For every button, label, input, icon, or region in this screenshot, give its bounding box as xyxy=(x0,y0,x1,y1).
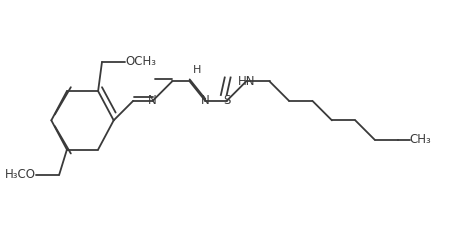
Text: HN: HN xyxy=(237,75,255,88)
Text: S: S xyxy=(223,94,230,107)
Text: H₃CO: H₃CO xyxy=(5,168,36,181)
Text: H: H xyxy=(193,65,202,75)
Text: N: N xyxy=(201,94,210,107)
Text: OCH₃: OCH₃ xyxy=(125,55,156,68)
Text: CH₃: CH₃ xyxy=(410,133,431,146)
Text: N: N xyxy=(148,94,157,107)
